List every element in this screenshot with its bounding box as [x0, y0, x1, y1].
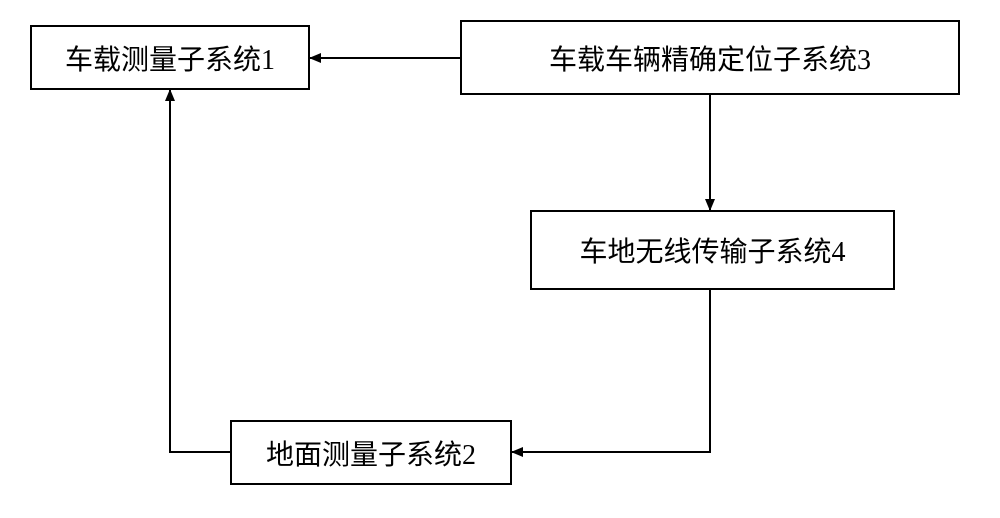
edge-n2-n1 — [170, 90, 230, 452]
node-label: 车载测量子系统1 — [65, 38, 275, 78]
node-label: 地面测量子系统2 — [266, 433, 476, 473]
edge-n4-n2 — [512, 290, 710, 452]
node-wireless-transmission: 车地无线传输子系统4 — [530, 210, 895, 290]
node-onboard-measurement: 车载测量子系统1 — [30, 25, 310, 90]
node-ground-measurement: 地面测量子系统2 — [230, 420, 512, 485]
node-onboard-positioning: 车载车辆精确定位子系统3 — [460, 20, 960, 95]
node-label: 车载车辆精确定位子系统3 — [549, 38, 871, 78]
node-label: 车地无线传输子系统4 — [579, 230, 845, 270]
